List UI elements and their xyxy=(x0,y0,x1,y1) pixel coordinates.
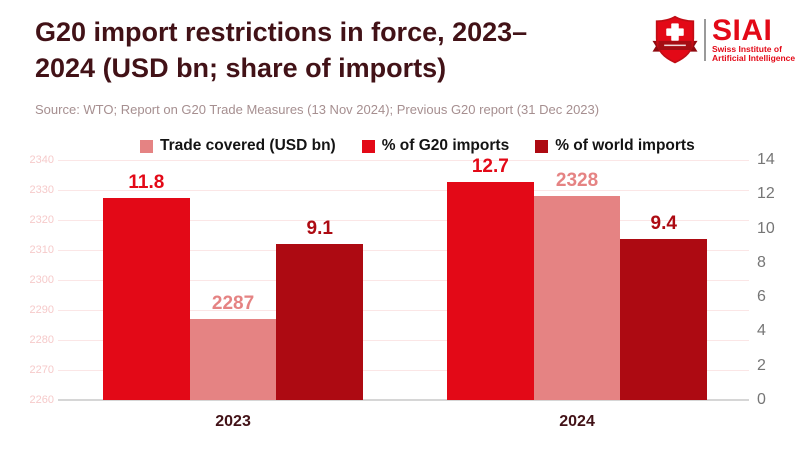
logo-name-line1: Swiss Institute of xyxy=(712,43,782,54)
legend-swatch-pink xyxy=(140,139,153,153)
legend-item-g20-imports: % of G20 imports xyxy=(361,137,510,155)
right-axis-tick: 10 xyxy=(757,219,775,237)
title-line-1: G20 import restrictions in force, 2023– xyxy=(35,17,528,47)
legend-swatch-darkred xyxy=(535,139,549,153)
right-axis-tick: 8 xyxy=(757,253,766,271)
bar-value-label: 2287 xyxy=(211,293,255,314)
left-axis-tick: 2310 xyxy=(29,244,54,256)
gridline xyxy=(58,190,749,191)
legend-label: Trade covered (USD bn) xyxy=(160,137,336,154)
left-axis-tick: 2300 xyxy=(29,274,54,286)
left-axis-tick: 2290 xyxy=(29,304,54,316)
left-axis-tick: 2260 xyxy=(29,394,54,406)
bar-value-label: 11.8 xyxy=(128,171,165,193)
legend-swatch-red xyxy=(361,139,375,153)
bar-2023--of-g20-imports xyxy=(103,197,190,400)
left-axis-tick: 2330 xyxy=(29,184,54,196)
legend-item-trade-covered: Trade covered (USD bn) xyxy=(140,137,336,155)
logo-name-line2: Artificial Intelligence xyxy=(712,53,796,63)
siai-logo: SIAI Swiss Institute of Artificial Intel… xyxy=(650,12,795,68)
category-label-2023: 2023 xyxy=(215,413,251,430)
logo-acronym: SIAI xyxy=(712,13,773,47)
legend-label: % of G20 imports xyxy=(381,137,510,154)
title-line-2: 2024 (USD bn; share of imports) xyxy=(35,53,447,83)
shield-swiss-cross-icon xyxy=(652,15,698,64)
bar-2024--of-world-imports xyxy=(620,238,708,400)
bar-value-label: 9.1 xyxy=(306,218,333,239)
gridline xyxy=(58,310,749,311)
bar-2024--of-g20-imports xyxy=(447,182,534,400)
bar-2023-trade-covered-usd-bn- xyxy=(189,319,277,400)
gridline xyxy=(58,160,749,161)
gridline xyxy=(58,250,749,251)
right-axis-tick: 12 xyxy=(757,185,775,203)
legend-item-world-imports: % of world imports xyxy=(535,137,695,155)
right-axis-tick: 14 xyxy=(757,151,775,168)
bar-value-label: 9.4 xyxy=(650,212,677,234)
logo-text: SIAI Swiss Institute of Artificial Intel… xyxy=(712,13,796,64)
page-title: G20 import restrictions in force, 2023– … xyxy=(35,14,655,86)
logo-divider xyxy=(704,19,706,61)
right-axis-tick: 4 xyxy=(757,322,766,340)
gridline xyxy=(58,370,749,371)
right-axis-tick: 2 xyxy=(757,356,766,374)
right-axis-tick: 6 xyxy=(757,288,766,306)
chart-legend: Trade covered (USD bn) % of G20 imports … xyxy=(140,137,695,155)
category-label-2024: 2024 xyxy=(559,413,595,430)
bar-2023--of-world-imports xyxy=(276,244,364,400)
bar-value-label: 2328 xyxy=(555,170,599,191)
bar-value-label: 12.7 xyxy=(471,156,509,178)
gridline xyxy=(58,340,749,341)
left-axis-tick: 2340 xyxy=(29,154,54,166)
gridline xyxy=(58,280,749,281)
x-axis-line xyxy=(58,399,749,401)
left-axis-tick: 2320 xyxy=(29,214,54,226)
gridline xyxy=(58,220,749,221)
right-axis-tick: 0 xyxy=(757,391,766,408)
bar-2024-trade-covered-usd-bn- xyxy=(533,196,621,400)
legend-label: % of world imports xyxy=(555,137,695,154)
left-axis-tick: 2280 xyxy=(29,334,54,346)
left-axis-tick: 2270 xyxy=(29,364,54,376)
source-note: Source: WTO; Report on G20 Trade Measure… xyxy=(35,102,600,117)
